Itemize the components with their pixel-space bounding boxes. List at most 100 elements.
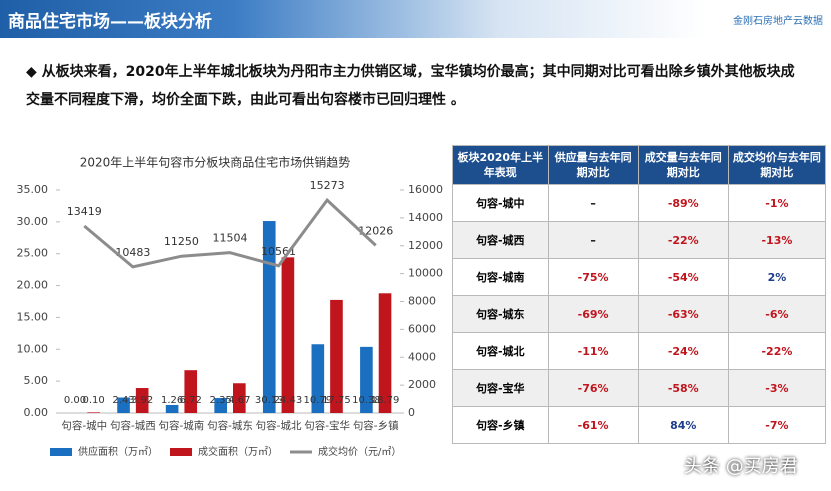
table-cell: -54% (637, 258, 729, 296)
table-cell: 句容-城西 (452, 221, 549, 259)
table-row: 句容-宝华 -76% -58% -3% (452, 369, 827, 407)
y-tick-label: 15.00 (17, 310, 49, 323)
bar (360, 346, 373, 413)
table-row: 句容-城西 – -22% -13% (452, 221, 827, 259)
chart: 2020年上半年句容市分板块商品住宅市场供销趋势 0.00 5.00 10.00 15… (17, 155, 444, 459)
bar-label: 3.92 (131, 395, 153, 406)
header-cell: 成交量与去年同期对比 (637, 145, 729, 185)
table-cell: -1% (727, 184, 827, 222)
bar (311, 344, 325, 413)
table-cell: 2% (727, 258, 827, 296)
y-tick-label: 10.00 (17, 342, 49, 355)
bar-label: 0.10 (82, 395, 104, 406)
table-row: 句容-乡镇 -61% 84% -7% (452, 406, 827, 444)
table-cell: 句容-城南 (452, 258, 549, 296)
header-cell: 板块2020年上半年表现 (452, 145, 549, 185)
table-row: 句容-城东 -69% -63% -6% (452, 295, 827, 333)
y-tick-label: 25.00 (17, 247, 49, 260)
table-cell: -13% (727, 221, 827, 259)
bar (165, 404, 179, 413)
price-line (83, 197, 377, 269)
table-cell: 句容-城东 (452, 295, 549, 333)
bar-label: 6.72 (180, 395, 202, 406)
table-row: 句容-城南 -75% -54% 2% (452, 258, 827, 296)
y-tick-label: 5.00 (24, 374, 49, 387)
table-cell: 句容-乡镇 (452, 406, 549, 444)
y2-tick-label: 2000 (408, 378, 436, 391)
header: 商品住宅市场——板块分析 金刚石房地产云数据 (0, 0, 831, 38)
table-cell: 84% (637, 406, 729, 444)
legend-swatch (170, 448, 192, 456)
bar-label: 2.43 (112, 395, 134, 406)
bar-label: 0.00 (64, 395, 86, 406)
table-cell: -69% (547, 295, 639, 333)
x-tick-label: 句容-城东 (207, 419, 253, 432)
y2-tick-label: 0 (408, 406, 415, 419)
bar-label: 2.35 (210, 395, 232, 406)
line-label: 11250 (164, 235, 199, 248)
bar (87, 412, 100, 413)
bar (135, 388, 149, 413)
table-cell: 句容-宝华 (452, 369, 549, 407)
x-tick-label: 句容-城南 (159, 419, 205, 432)
y2-tick-label: 4000 (408, 350, 436, 363)
table: 板块2020年上半年表现 供应量与去年同期对比 成交量与去年同期对比 成交均价与去年同… (452, 145, 827, 444)
legend-label: 成交面积（万㎡） (198, 445, 278, 458)
table-row: 句容-城中 – -89% -1% (452, 184, 827, 222)
bar (117, 397, 130, 413)
table-cell: – (547, 221, 639, 259)
table-cell: -76% (547, 369, 639, 407)
x-tick-label: 句容-城西 (110, 419, 156, 432)
table-cell: – (547, 184, 639, 222)
line-label: 13419 (67, 205, 102, 218)
y2-tick-label: 10000 (408, 267, 443, 280)
bar (262, 221, 276, 413)
chart-title: 2020年上半年句容市分板块商品住宅市场供销趋势 (80, 155, 351, 170)
bar-label: 30.13 (255, 395, 284, 406)
table-cell: -89% (637, 184, 729, 222)
legend-label: 成交均价（元/㎡） (318, 445, 401, 458)
y-tick-label: 30.00 (17, 215, 49, 228)
header-cell: 供应量与去年同期对比 (547, 145, 639, 185)
bar (281, 257, 295, 413)
line-label: 11504 (213, 232, 248, 245)
y2-tick-label: 16000 (408, 183, 443, 196)
y-tick-label: 35.00 (17, 183, 49, 196)
table-cell: -7% (727, 406, 827, 444)
header-row: 板块2020年上半年表现 供应量与去年同期对比 成交量与去年同期对比 成交均价与去年同… (452, 145, 827, 185)
bar-label: 17.75 (322, 395, 351, 406)
table-cell: -24% (637, 332, 729, 370)
line-label: 15273 (310, 179, 345, 192)
y-tick-label: 0.00 (24, 406, 49, 419)
bar (378, 293, 392, 413)
table-cell: -58% (637, 369, 729, 407)
bar-label: 4.67 (228, 395, 250, 406)
bar-label: 18.79 (371, 395, 400, 406)
bar (233, 383, 246, 413)
y2-tick-label: 6000 (408, 322, 436, 335)
table-cell: -75% (547, 258, 639, 296)
table-cell: 句容-城中 (452, 184, 549, 222)
legend-label: 供应面积（万㎡） (78, 445, 158, 458)
x-tick-label: 句容-宝华 (304, 419, 350, 432)
table-cell: -11% (547, 332, 639, 370)
logo: 金刚石房地产云数据 (733, 16, 823, 27)
x-tick-label: 句容-乡镇 (353, 419, 399, 432)
legend-swatch (50, 448, 72, 456)
bar-label: 10.38 (352, 395, 381, 406)
header-cell: 成交均价与去年同期对比 (727, 145, 827, 185)
bar-label: 1.26 (161, 395, 183, 406)
table-row: 句容-城北 -11% -24% -22% (452, 332, 827, 370)
table-cell: -22% (727, 332, 827, 370)
bar-label: 10.79 (304, 395, 333, 406)
summary: 从板块来看，2020年上半年城北板块为丹阳市主力供销区域，宝华镇均价最高；其中同… (26, 58, 806, 114)
table-cell: -22% (637, 221, 729, 259)
bar (184, 370, 198, 413)
bar (330, 299, 343, 413)
y-tick-label: 20.00 (17, 279, 49, 292)
watermark: 头条 @买房君 (684, 456, 798, 477)
line-label: 10483 (115, 246, 150, 259)
table-cell: 句容-城北 (452, 332, 549, 370)
table-cell: -63% (637, 295, 729, 333)
